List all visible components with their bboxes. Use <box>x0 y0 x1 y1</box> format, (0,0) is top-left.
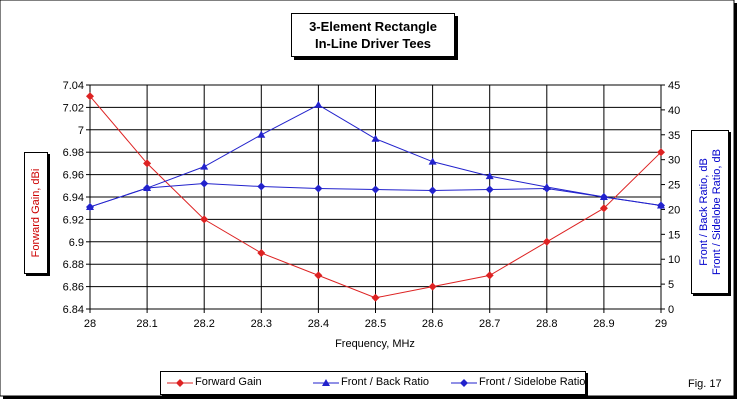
data-point-diamond <box>86 202 94 211</box>
y-axis-right-label-box: Front / Back Ratio, dB Front / Sidelobe … <box>691 130 729 294</box>
x-tick-label: 29 <box>655 318 667 330</box>
data-point-diamond <box>657 148 665 157</box>
legend-marker-diamond-blue-icon <box>451 379 477 387</box>
y-right-tick-label: 5 <box>668 279 674 291</box>
y-axis-right-label-1: Front / Back Ratio, dB <box>698 158 710 266</box>
y-left-tick-label: 6.94 <box>63 192 84 204</box>
data-point-triangle <box>371 134 380 142</box>
data-point-triangle <box>257 130 266 138</box>
y-axis-left-label: Forward Gain, dBi <box>30 168 42 258</box>
legend: Forward Gain Front / Back Ratio Front / … <box>160 371 586 395</box>
y-axis-left: 6.84 6.86 6.88 6.9 6.92 6.94 6.96 6.98 7 7.02 7.04 <box>63 80 90 316</box>
y-left-tick-label: 6.96 <box>63 170 84 182</box>
y-axis-left-label-box: Forward Gain, dBi <box>24 152 48 274</box>
data-point-triangle <box>200 162 209 170</box>
y-left-tick-label: 6.98 <box>63 147 84 159</box>
data-point-diamond <box>314 271 323 280</box>
data-point-diamond <box>86 92 94 101</box>
x-tick-label: 28.5 <box>365 318 386 330</box>
data-point-diamond <box>257 249 266 257</box>
y-left-tick-label: 6.9 <box>69 237 84 249</box>
x-tick-label: 28 <box>84 318 96 330</box>
data-point-diamond <box>599 193 608 201</box>
x-tick-label: 28.3 <box>251 318 272 330</box>
data-point-diamond <box>257 182 266 191</box>
legend-label: Front / Sidelobe Ratio <box>479 376 586 388</box>
x-tick-label: 28.7 <box>479 318 500 330</box>
x-tick-label: 28.8 <box>536 318 557 330</box>
data-point-triangle <box>428 157 437 165</box>
x-axis-label: Frequency, MHz <box>335 338 415 350</box>
x-tick-label: 28.9 <box>593 318 614 330</box>
data-point-diamond <box>485 271 494 280</box>
data-point-diamond <box>428 282 437 291</box>
data-point-diamond <box>143 159 152 168</box>
y-right-tick-label: 10 <box>668 254 680 266</box>
y-left-tick-label: 7 <box>78 125 84 137</box>
x-tick-label: 28.6 <box>422 318 443 330</box>
data-point-diamond <box>599 204 608 213</box>
chart-title-line2: In-Line Driver Tees <box>314 36 432 51</box>
y-right-tick-label: 40 <box>668 105 680 117</box>
y-left-tick-label: 6.92 <box>63 214 84 226</box>
x-tick-label: 28.2 <box>193 318 214 330</box>
data-point-triangle <box>485 172 494 180</box>
data-point-diamond <box>371 185 380 194</box>
y-right-tick-label: 20 <box>668 204 680 216</box>
data-point-diamond <box>314 184 323 193</box>
chart-title: 3-Element Rectangle In-Line Driver Tees <box>291 13 455 57</box>
legend-label: Front / Back Ratio <box>341 376 430 388</box>
y-left-tick-label: 6.84 <box>63 304 84 316</box>
x-tick-label: 28.4 <box>308 318 329 330</box>
legend-marker-triangle-blue-icon <box>313 379 339 386</box>
y-left-tick-label: 6.86 <box>63 282 84 294</box>
y-right-tick-label: 45 <box>668 80 680 92</box>
x-axis: 28 28.1 28.2 28.3 28.4 28.5 28.6 28.7 28.8 28.9 29 <box>84 309 667 330</box>
data-point-diamond <box>371 293 380 302</box>
x-tick-label: 28.1 <box>136 318 157 330</box>
data-point-diamond <box>200 179 209 188</box>
data-point-diamond <box>485 185 494 194</box>
chart-title-line1: 3-Element Rectangle <box>309 19 437 34</box>
y-right-tick-label: 25 <box>668 180 680 192</box>
data-point-diamond <box>428 186 437 195</box>
data-point-triangle <box>314 100 323 108</box>
data-point-diamond <box>542 184 551 193</box>
y-left-tick-label: 7.04 <box>63 80 84 92</box>
legend-marker-diamond-red-icon <box>167 379 193 387</box>
data-point-diamond <box>542 237 551 246</box>
y-axis-right: 0 5 10 15 20 25 30 35 40 45 <box>661 80 680 316</box>
series-group <box>86 92 665 302</box>
y-right-tick-label: 35 <box>668 130 680 142</box>
figure-label: Fig. 17 <box>688 378 722 390</box>
y-axis-right-label-2: Front / Sidelobe Ratio, dB <box>711 149 723 275</box>
data-point-diamond <box>200 215 209 224</box>
y-right-tick-label: 30 <box>668 155 680 167</box>
data-point-diamond <box>143 184 152 193</box>
legend-label: Forward Gain <box>195 376 262 388</box>
y-left-tick-label: 7.02 <box>63 102 84 114</box>
y-left-tick-label: 6.88 <box>63 259 84 271</box>
data-point-diamond <box>657 201 665 210</box>
y-right-tick-label: 0 <box>668 304 674 316</box>
y-right-tick-label: 15 <box>668 229 680 241</box>
